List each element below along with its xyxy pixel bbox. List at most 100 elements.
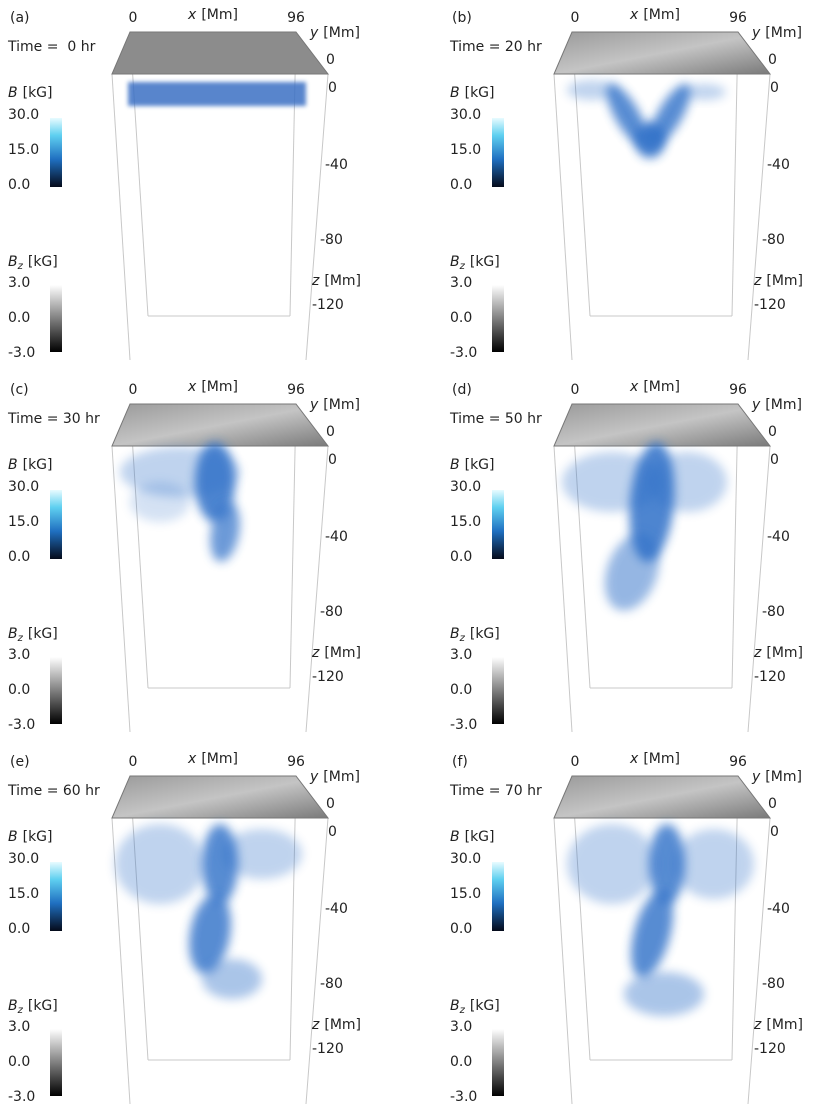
x-axis-title-part: [Mm] [643,7,680,23]
box-edge [571,775,591,1061]
bz-colorbar-title-part: B [450,626,460,642]
box-edge [129,403,149,689]
box-edge [129,31,149,317]
b-colorbar-tick: 15.0 [450,142,481,158]
b-colorbar [50,490,62,559]
z-axis-title-part: [Mm] [766,645,803,661]
top-surface [553,775,772,819]
bz-colorbar-tick: 3.0 [450,1019,472,1035]
x-axis-title: x [Mm] [629,379,680,395]
bz-colorbar [492,1029,504,1096]
box-edge [289,31,297,317]
z-axis-title: z [Mm] [311,1017,361,1033]
bz-colorbar-title-part: B [8,998,18,1014]
bz-colorbar-title: Bz [kG] [450,626,500,644]
z-tick: -40 [767,901,790,917]
z-tick: -120 [754,297,786,313]
b-colorbar-title-part: [kG] [465,85,495,101]
b-colorbar-title-part: B [8,457,18,473]
bz-colorbar-title-part: [kG] [28,254,58,270]
z-tick: -80 [320,976,343,992]
bz-colorbar-title-part: B [450,254,460,270]
b-colorbar-tick: 0.0 [450,921,472,937]
plume [130,482,190,522]
z-tick: -80 [762,232,785,248]
z-tick: 0 [328,80,337,96]
bz-colorbar-tick: 3.0 [8,1019,30,1035]
b-colorbar-tick: 15.0 [8,514,39,530]
plume [210,502,240,562]
y-axis-title: y [Mm] [751,25,802,41]
b-colorbar-tick: 0.0 [450,549,472,565]
x-axis-title: x [Mm] [187,379,238,395]
b-colorbar-tick: 30.0 [8,851,39,867]
z-axis-title-part: z [311,1017,320,1033]
panel-label: (a) [10,10,30,26]
x-axis-title-part: [Mm] [643,379,680,395]
y-tick: 0 [768,796,777,812]
box-edge [731,775,739,1061]
x-axis-title: x [Mm] [187,751,238,767]
box-edge [111,445,131,733]
plume [649,824,685,904]
box-edge [305,445,329,733]
x-axis-title-part: [Mm] [201,751,238,767]
z-axis-title-part: z [311,273,320,289]
z-axis-title-part: [Mm] [324,273,361,289]
x-start: 0 [571,10,580,26]
y-axis-title-part: [Mm] [765,769,802,785]
b-colorbar-tick: 15.0 [8,142,39,158]
bz-colorbar [50,285,62,352]
z-tick: 0 [770,824,779,840]
z-tick: -40 [767,157,790,173]
bz-colorbar-tick: 0.0 [450,682,472,698]
x-axis-title: x [Mm] [629,751,680,767]
x-axis-title-part: x [187,751,197,767]
b-colorbar-title: B [kG] [8,85,53,101]
bz-colorbar-title-part: z [17,1005,24,1016]
z-axis-title: z [Mm] [753,273,803,289]
b-colorbar-title-part: [kG] [465,829,495,845]
bz-colorbar-title: Bz [kG] [450,254,500,272]
x-axis-title-part: x [187,7,197,23]
box-edge [571,31,591,317]
panel: (e)Time = 60 hr0 96x [Mm]y [Mm]00-40-80-120… [7,751,361,1105]
x-start: 0 [571,754,580,770]
b-colorbar-tick: 0.0 [8,177,30,193]
plume [624,972,704,1016]
x-axis-title-part: x [629,751,639,767]
x-end: 96 [729,754,747,770]
b-colorbar-title: B [kG] [450,829,495,845]
bz-colorbar-title-part: z [459,633,466,644]
z-tick: 0 [770,452,779,468]
bz-colorbar-title-part: [kG] [470,254,500,270]
b-colorbar-title-part: [kG] [23,457,53,473]
y-axis-title-part: [Mm] [323,397,360,413]
y-axis-title-part: y [751,769,761,785]
y-tick: 0 [326,796,335,812]
b-colorbar [492,490,504,559]
y-axis-title-part: y [309,25,319,41]
z-axis-title-part: z [753,273,762,289]
z-tick: -120 [754,669,786,685]
b-colorbar [492,118,504,187]
y-axis-title: y [Mm] [751,769,802,785]
panel-label: (e) [10,754,30,770]
z-tick: -40 [325,157,348,173]
b-colorbar-title: B [kG] [450,457,495,473]
plume [567,80,617,100]
x-end: 96 [287,382,305,398]
z-axis-title: z [Mm] [311,273,361,289]
plume [567,824,657,904]
b-colorbar-tick: 0.0 [8,549,30,565]
plume [115,824,205,904]
b-colorbar-tick: 15.0 [8,886,39,902]
z-tick: -40 [325,901,348,917]
z-tick: -80 [762,976,785,992]
z-tick: -120 [312,1041,344,1057]
bz-colorbar-tick: 3.0 [450,275,472,291]
time-label: Time = 30 hr [7,411,100,427]
x-axis-title-part: x [187,379,197,395]
x-axis-title: x [Mm] [629,7,680,23]
z-tick: -80 [762,604,785,620]
